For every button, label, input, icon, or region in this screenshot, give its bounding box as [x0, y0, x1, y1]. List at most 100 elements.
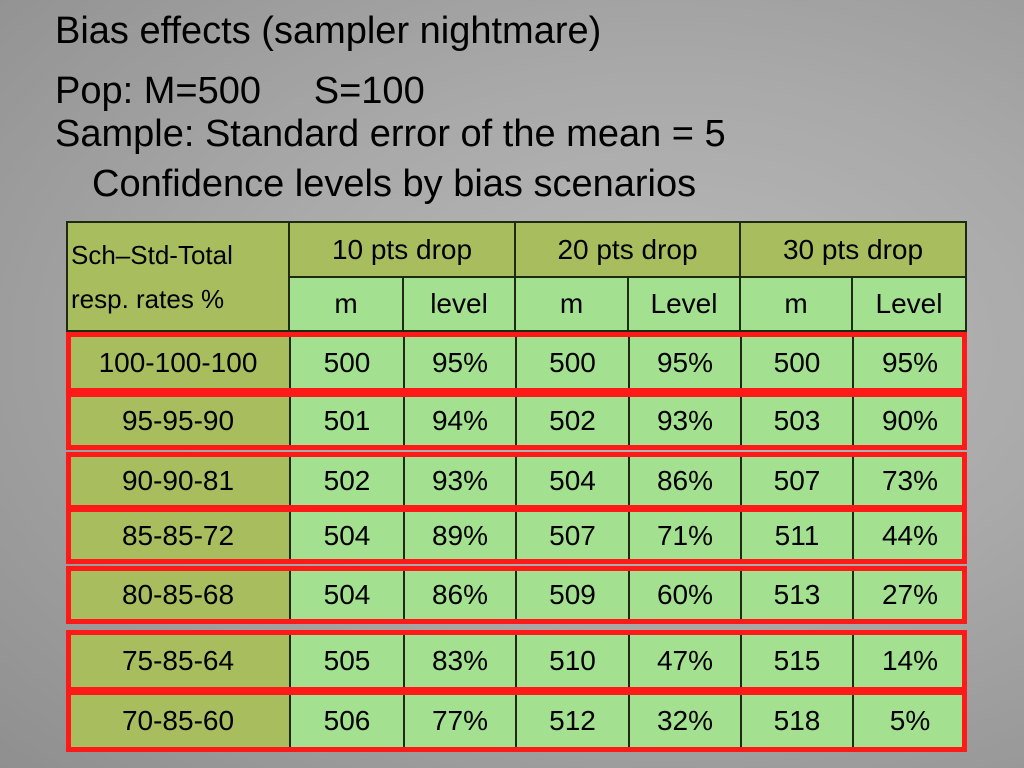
column-divider [403, 394, 405, 448]
table-cell: 502 [516, 394, 629, 448]
table-cell: 47% [629, 632, 741, 690]
column-divider [628, 632, 630, 690]
row-header-line: Sch–Std-Total [71, 240, 233, 270]
column-divider [852, 454, 854, 508]
column-divider [515, 334, 517, 391]
column-divider [515, 692, 517, 750]
column-divider [852, 568, 854, 622]
column-divider [740, 454, 742, 508]
column-divider [628, 568, 630, 622]
table-cell: 93% [629, 394, 741, 448]
row-label: 90-90-81 [66, 454, 290, 508]
table-cell: 77% [404, 692, 516, 750]
column-divider [628, 394, 630, 448]
sub-header: Level [629, 278, 741, 332]
table-cell: 90% [853, 394, 967, 448]
table-cell: 509 [516, 568, 629, 622]
column-divider [515, 509, 517, 562]
row-label: 70-85-60 [66, 692, 290, 750]
table-cell: 511 [741, 509, 853, 562]
table-cell: 95% [404, 334, 516, 391]
group-header: 30 pts drop [741, 221, 967, 278]
column-divider [740, 692, 742, 750]
sample-line: Sample: Standard error of the mean = 5 [55, 113, 726, 155]
sub-header: m [741, 278, 853, 332]
column-divider [628, 692, 630, 750]
table-cell: 507 [741, 454, 853, 508]
column-divider [740, 394, 742, 448]
column-divider [289, 454, 291, 508]
table-cell: 5% [853, 692, 967, 750]
column-divider [289, 334, 291, 391]
table-cell: 95% [853, 334, 967, 391]
subtitle-line: Confidence levels by bias scenarios [92, 163, 697, 205]
table-cell: 502 [290, 454, 404, 508]
row-label: 100-100-100 [66, 334, 290, 391]
bias-table: Sch–Std-Total resp. rates % 10 pts drop 20 … [66, 221, 967, 752]
column-divider [515, 632, 517, 690]
sub-header: m [516, 278, 629, 332]
table-cell: 501 [290, 394, 404, 448]
column-divider [852, 334, 854, 391]
column-divider [515, 454, 517, 508]
table-cell: 518 [741, 692, 853, 750]
row-label: 85-85-72 [66, 509, 290, 562]
column-divider [515, 568, 517, 622]
table-cell: 505 [290, 632, 404, 690]
column-divider [852, 509, 854, 562]
column-divider [403, 509, 405, 562]
table-cell: 500 [741, 334, 853, 391]
row-header-label: Sch–Std-Total resp. rates % [66, 221, 290, 332]
slide-title: Bias effects (sampler nightmare) [55, 10, 602, 52]
column-divider [628, 454, 630, 508]
table-cell: 506 [290, 692, 404, 750]
table-cell: 503 [741, 394, 853, 448]
table-cell: 83% [404, 632, 516, 690]
column-divider [289, 632, 291, 690]
table-cell: 500 [290, 334, 404, 391]
column-divider [289, 692, 291, 750]
table-cell: 513 [741, 568, 853, 622]
group-header: 10 pts drop [290, 221, 516, 278]
column-divider [852, 632, 854, 690]
row-header-line: resp. rates % [71, 284, 225, 314]
table-cell: 512 [516, 692, 629, 750]
table-cell: 73% [853, 454, 967, 508]
table-cell: 27% [853, 568, 967, 622]
table-cell: 507 [516, 509, 629, 562]
table-cell: 94% [404, 394, 516, 448]
column-divider [403, 334, 405, 391]
column-divider [403, 454, 405, 508]
table-cell: 71% [629, 509, 741, 562]
population-line: Pop: M=500 S=100 [55, 70, 425, 112]
table-cell: 504 [516, 454, 629, 508]
column-divider [628, 509, 630, 562]
group-header: 20 pts drop [516, 221, 741, 278]
table-cell: 32% [629, 692, 741, 750]
table-cell: 86% [404, 568, 516, 622]
column-divider [289, 568, 291, 622]
column-divider [403, 632, 405, 690]
column-divider [740, 632, 742, 690]
column-divider [852, 394, 854, 448]
table-cell: 504 [290, 509, 404, 562]
column-divider [403, 568, 405, 622]
column-divider [740, 334, 742, 391]
sub-header: Level [853, 278, 967, 332]
table-cell: 89% [404, 509, 516, 562]
table-cell: 60% [629, 568, 741, 622]
table-cell: 500 [516, 334, 629, 391]
table-cell: 95% [629, 334, 741, 391]
table-cell: 14% [853, 632, 967, 690]
column-divider [403, 692, 405, 750]
row-label: 80-85-68 [66, 568, 290, 622]
table-cell: 510 [516, 632, 629, 690]
column-divider [289, 394, 291, 448]
table-cell: 515 [741, 632, 853, 690]
table-cell: 44% [853, 509, 967, 562]
sub-header: m [290, 278, 404, 332]
column-divider [852, 692, 854, 750]
table-cell: 504 [290, 568, 404, 622]
table-cell: 93% [404, 454, 516, 508]
column-divider [740, 509, 742, 562]
